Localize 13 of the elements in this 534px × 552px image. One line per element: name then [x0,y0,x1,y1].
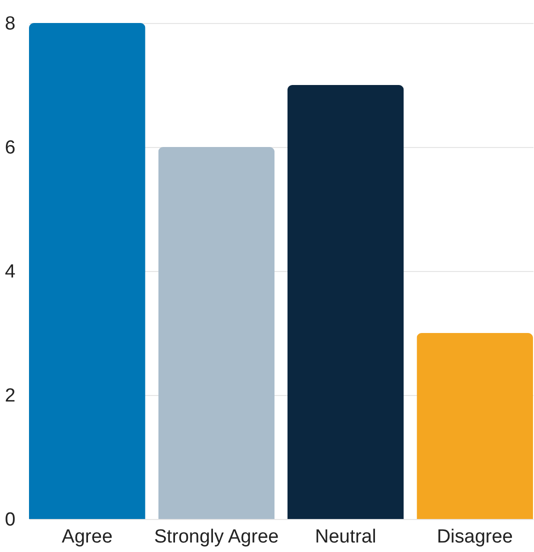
bar [416,333,533,519]
bar [158,147,275,519]
y-tick-label: 0 [4,510,16,530]
bar [287,85,404,519]
y-tick-label: 2 [4,386,16,406]
y-tick-label: 8 [4,14,16,34]
x-tick-label: Disagree [436,526,513,548]
y-tick-label: 4 [4,262,16,282]
y-tick-label: 6 [4,138,16,158]
x-tick-label: Strongly Agree [154,526,279,548]
x-tick-label: Agree [62,526,113,548]
x-tick-label: Neutral [314,526,376,548]
bar [29,23,146,519]
